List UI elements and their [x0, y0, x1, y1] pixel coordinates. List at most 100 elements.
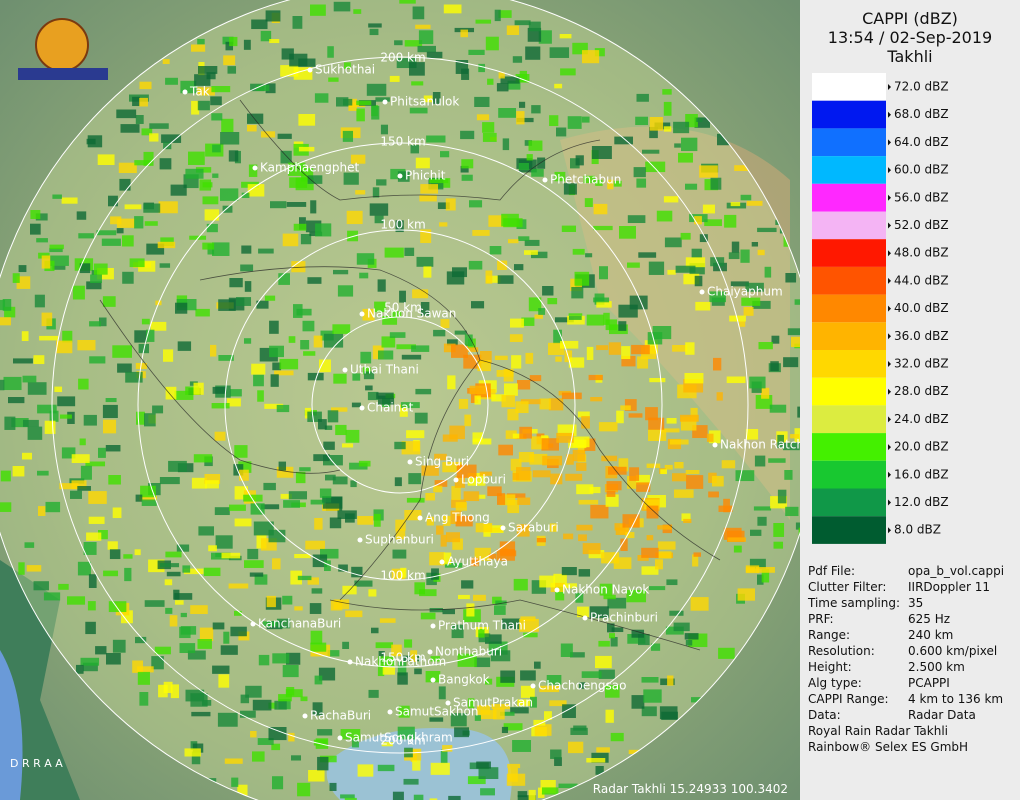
echo-cell	[556, 127, 567, 137]
echo-cell	[429, 178, 449, 184]
echo-cell	[30, 223, 41, 235]
echo-cell	[478, 494, 486, 499]
echo-cell	[443, 515, 451, 526]
echo-cell	[568, 439, 587, 449]
echo-cell	[467, 347, 479, 352]
echo-cell	[49, 255, 69, 266]
echo-cell	[244, 281, 252, 292]
echo-cell	[134, 216, 144, 229]
echo-cell	[581, 671, 602, 678]
echo-cell	[49, 410, 59, 422]
echo-cell	[377, 279, 386, 292]
echo-cell	[278, 461, 287, 471]
echo-cell	[394, 477, 402, 487]
echo-cell	[479, 471, 492, 476]
echo-cell	[655, 559, 663, 570]
echo-cell	[218, 299, 236, 311]
echo-cell	[648, 429, 667, 441]
echo-cell	[404, 510, 422, 521]
echo-cell	[176, 544, 190, 552]
echo-cell	[134, 549, 141, 556]
echo-cell	[229, 278, 243, 288]
echo-cell	[581, 416, 590, 429]
echo-cell	[123, 554, 133, 559]
echo-cell	[97, 154, 115, 166]
city-label: Chaiyaphum	[707, 285, 783, 299]
echo-cell	[624, 399, 637, 411]
echo-cell	[577, 606, 589, 618]
echo-cell	[206, 72, 216, 80]
echo-cell	[730, 202, 741, 207]
scale-swatch	[812, 488, 886, 517]
echo-cell	[685, 257, 706, 268]
echo-cell	[350, 480, 357, 488]
city-dot	[554, 587, 560, 593]
echo-cell	[622, 514, 640, 528]
city: SamutSongkhram	[337, 731, 453, 745]
echo-cell	[771, 335, 780, 344]
echo-cell	[586, 314, 604, 326]
echo-cell	[353, 9, 362, 14]
echo-cell	[539, 685, 560, 693]
echo-cell	[464, 414, 472, 427]
echo-cell	[443, 4, 462, 14]
echo-cell	[578, 499, 599, 505]
echo-cell	[12, 273, 20, 283]
echo-cell	[139, 692, 149, 706]
echo-cell	[319, 359, 332, 373]
scale-swatch	[812, 405, 886, 434]
city-label: Phitsanulok	[390, 95, 459, 109]
echo-cell	[384, 247, 404, 258]
echo-cell	[228, 150, 239, 162]
echo-cell	[293, 304, 303, 318]
echo-cell	[248, 164, 258, 177]
echo-cell	[212, 173, 219, 178]
echo-cell	[324, 560, 331, 572]
city-dot	[439, 559, 445, 565]
echo-cell	[420, 184, 439, 194]
scale-tick	[888, 416, 891, 423]
echo-cell	[252, 699, 272, 711]
echo-cell	[392, 791, 404, 800]
credit: Rainbow® Selex ES GmbH	[808, 740, 969, 754]
echo-cell	[416, 256, 434, 267]
echo-cell	[641, 706, 657, 717]
echo-cell	[195, 308, 210, 317]
echo-cell	[365, 385, 373, 391]
scale-swatch	[812, 266, 886, 295]
city-label: Nakhon Ratchasima	[720, 438, 800, 452]
echo-cell	[588, 374, 603, 381]
echo-cell	[548, 398, 564, 411]
scale-tick	[888, 388, 891, 395]
echo-cell	[38, 506, 46, 516]
echo-cell	[401, 354, 422, 360]
echo-cell	[261, 131, 276, 138]
echo-cell	[463, 354, 482, 369]
echo-cell	[121, 610, 133, 624]
echo-cell	[749, 558, 766, 569]
time: 13:54 / 02-Sep-2019	[827, 28, 993, 47]
echo-cell	[250, 731, 257, 738]
echo-cell	[202, 242, 215, 250]
echo-cell	[192, 743, 204, 753]
echo-cell	[487, 486, 502, 497]
echo-cell	[174, 593, 193, 600]
echo-cell	[651, 643, 661, 651]
echo-cell	[550, 582, 565, 592]
echo-cell	[412, 760, 421, 771]
echo-cell	[206, 223, 218, 233]
echo-cell	[288, 491, 308, 500]
echo-cell	[529, 375, 542, 382]
echo-cell	[34, 294, 45, 308]
echo-cell	[239, 469, 249, 481]
echo-cell	[512, 56, 523, 63]
echo-cell	[358, 460, 371, 467]
echo-cell	[577, 444, 585, 454]
corner-text: D R R A A	[10, 757, 63, 770]
echo-cell	[657, 541, 676, 550]
echo-cell	[313, 454, 330, 462]
echo-cell	[726, 376, 746, 384]
echo-cell	[419, 589, 437, 597]
echo-cell	[227, 66, 237, 74]
